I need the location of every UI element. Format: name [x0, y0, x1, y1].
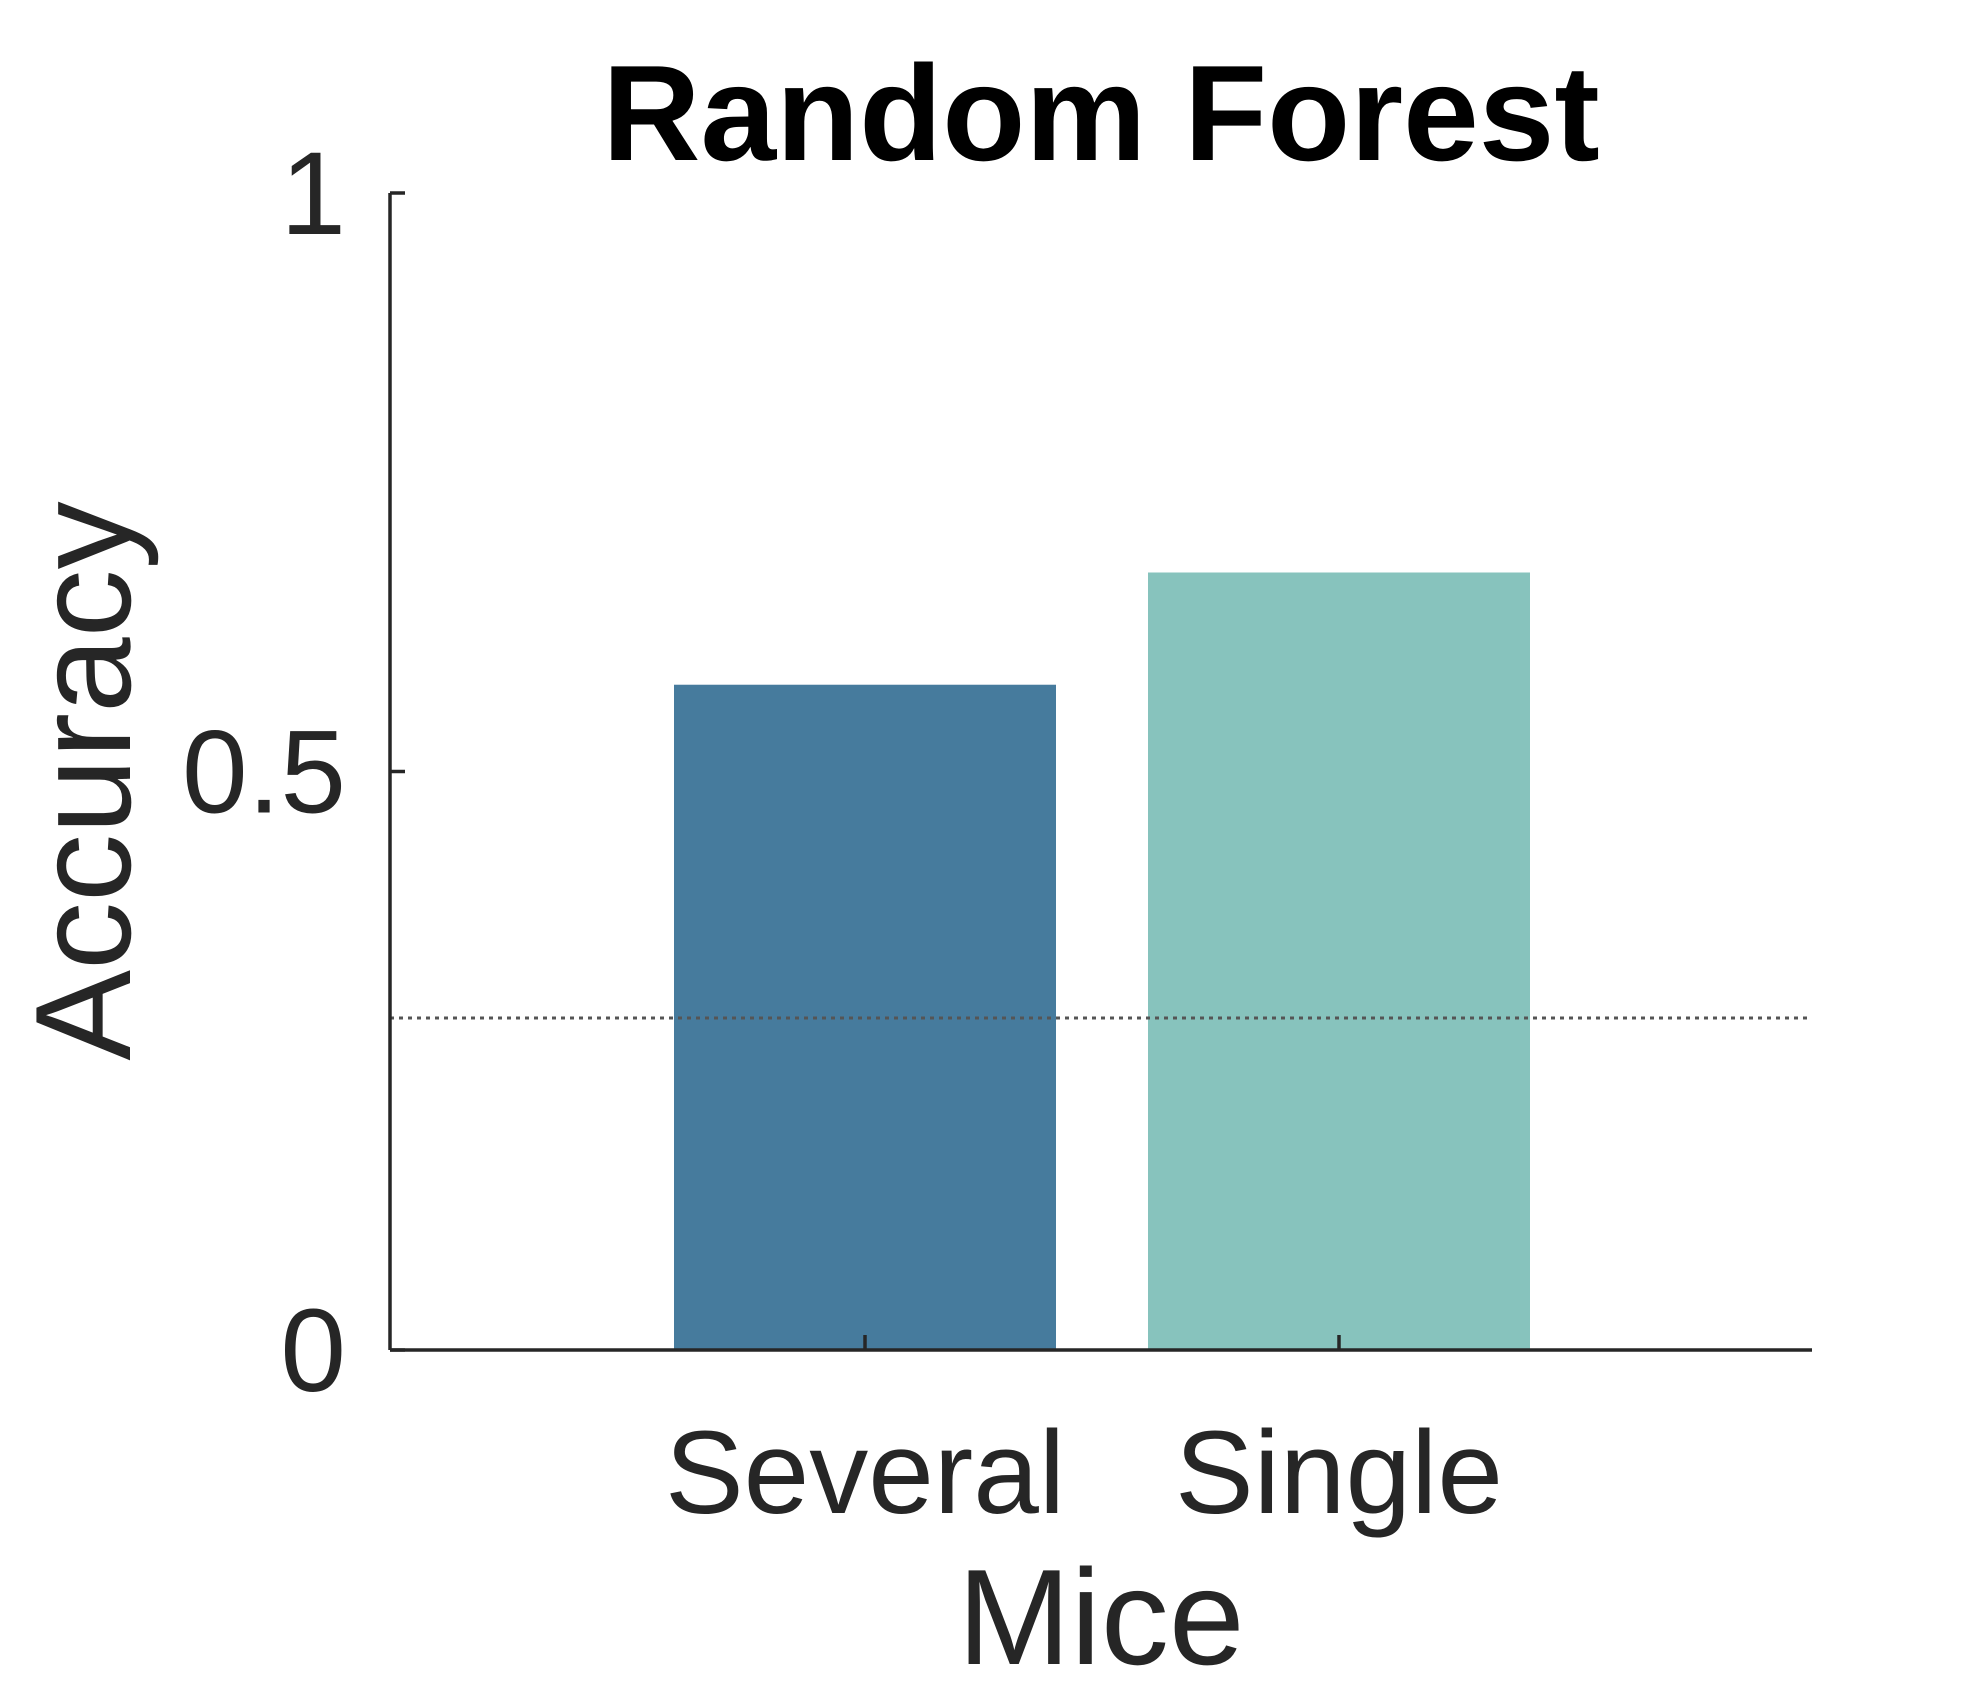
x-ticks: Several Single	[665, 1335, 1503, 1539]
y-tick-label: 0	[280, 1285, 346, 1417]
y-ticks: 00.51	[182, 128, 405, 1417]
chart-title: Random Forest	[602, 37, 1599, 189]
bars-group	[674, 572, 1530, 1350]
bar-several	[674, 684, 1056, 1350]
bar-single	[1148, 572, 1530, 1350]
x-tick-label: Several	[665, 1407, 1065, 1539]
y-tick-label: 1	[280, 128, 346, 260]
y-axis-label: Accuracy	[7, 501, 159, 1060]
x-axis-label: Mice	[957, 1541, 1244, 1693]
axes	[388, 193, 1812, 1352]
x-tick-label: Single	[1175, 1407, 1503, 1539]
y-tick-label: 0.5	[182, 707, 346, 839]
